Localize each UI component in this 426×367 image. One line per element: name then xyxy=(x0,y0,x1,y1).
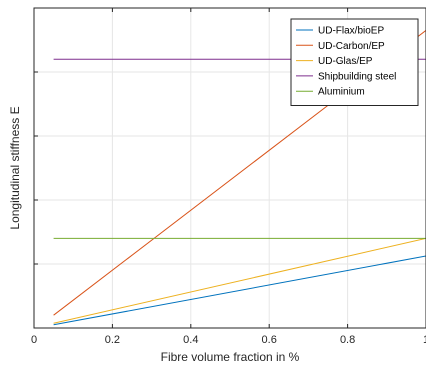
x-tick-label: 0 xyxy=(31,334,37,346)
x-tick-label: 0.2 xyxy=(105,334,120,346)
legend-entry-2: UD-Glas/EP xyxy=(318,56,373,67)
legend-entry-3: Shipbuilding steel xyxy=(318,71,396,82)
x-tick-label: 0.8 xyxy=(340,334,355,346)
x-tick-label: 0.4 xyxy=(183,334,198,346)
x-tick-labels: 00.20.40.60.81 xyxy=(31,334,426,346)
legend-entry-1: UD-Carbon/EP xyxy=(318,41,385,52)
series-line-2 xyxy=(54,238,426,323)
legend-entry-0: UD-Flax/bioEP xyxy=(318,26,384,37)
series-line-0 xyxy=(54,256,426,325)
x-tick-label: 0.6 xyxy=(262,334,277,346)
x-axis-label: Fibre volume fraction in % xyxy=(161,350,300,364)
legend-entry-4: Aluminium xyxy=(318,87,365,98)
y-axis-label: Longitudinal stiffness E xyxy=(8,106,22,229)
legend: UD-Flax/bioEP UD-Carbon/EP UD-Glas/EP Shipb… xyxy=(291,19,418,106)
